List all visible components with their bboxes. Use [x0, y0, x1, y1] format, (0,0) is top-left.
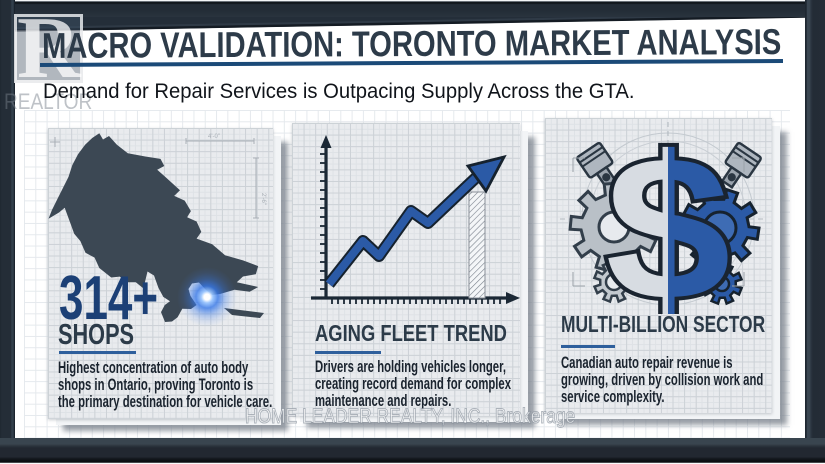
- svg-text:$: $: [605, 122, 730, 314]
- svg-text:4'-0": 4'-0": [208, 134, 220, 140]
- svg-text:$: $: [605, 122, 730, 314]
- svg-text:2'-6": 2'-6": [260, 193, 266, 205]
- svg-text:$: $: [605, 122, 730, 314]
